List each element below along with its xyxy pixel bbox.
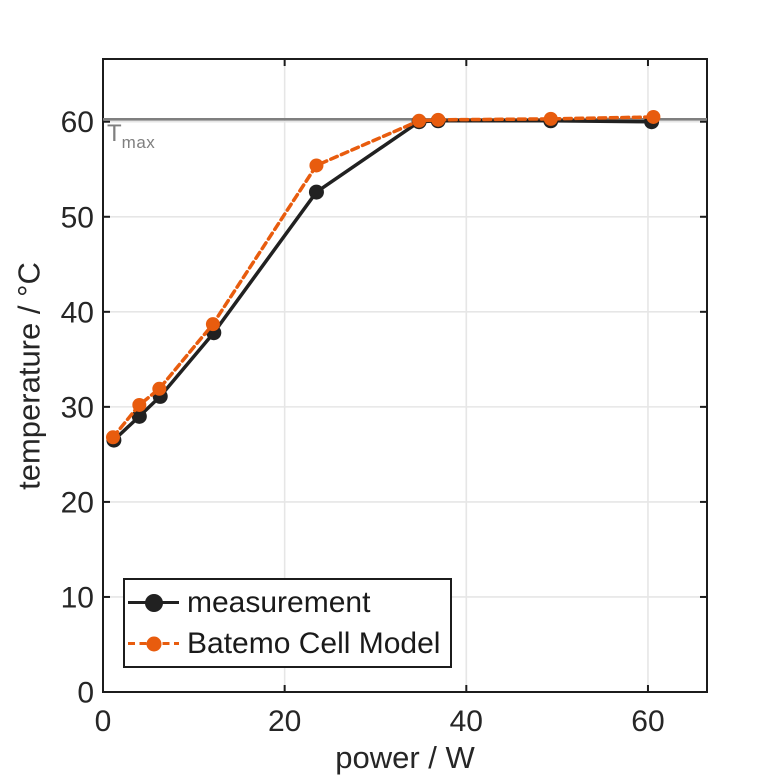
legend-item-batemo-cell-model: Batemo Cell Model [125,623,450,664]
legend-label-measurement: measurement [187,585,371,619]
series-line-batemo [111,115,656,440]
series-line-measurement [112,119,654,442]
y-axis-label: temperature / °C [11,262,47,490]
y-tick-label: 30 [61,391,94,424]
series-marker-batemo [105,430,120,445]
legend-marker-measurement-icon [144,593,163,612]
legend: measurement Batemo Cell Model [123,578,452,668]
series-marker-batemo [152,381,167,396]
legend-line-sample-batemo [128,636,179,651]
x-tick-label: 40 [450,705,483,738]
series-marker-batemo [309,158,324,173]
tmax-annotation: Tmax [107,122,155,155]
tmax-annotation-main: T [107,120,122,147]
y-tick-label: 20 [61,486,94,519]
x-axis-label: power / W [335,740,475,775]
y-tick-label: 0 [77,677,94,710]
y-tick-label: 10 [61,581,94,614]
series-marker-batemo [412,113,427,128]
legend-item-measurement: measurement [125,582,450,623]
series-marker-batemo [431,112,446,127]
series-marker-batemo [205,317,220,332]
series-marker-batemo [646,109,661,124]
x-tick-label: 60 [631,705,664,738]
legend-marker-batemo-icon [146,636,161,651]
legend-label-batemo: Batemo Cell Model [187,626,441,660]
series-marker-batemo [132,397,147,412]
y-tick-label: 40 [61,296,94,329]
series-marker-batemo [543,111,558,126]
x-tick-label: 20 [268,705,301,738]
legend-line-sample-measurement [128,593,179,612]
axis-box [102,58,708,693]
tmax-annotation-sub: max [121,133,156,152]
series-marker-measurement [308,184,324,200]
series-marker-measurement [131,408,147,424]
x-tick-label: 0 [95,705,112,738]
y-tick-label: 60 [61,106,94,139]
y-tick-label: 50 [61,201,94,234]
